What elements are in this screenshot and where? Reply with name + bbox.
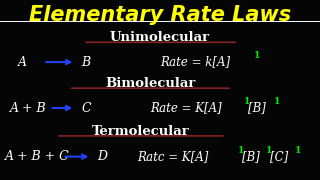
Text: Termolecular: Termolecular xyxy=(92,125,190,138)
Text: 1: 1 xyxy=(254,51,260,60)
Text: A: A xyxy=(18,56,27,69)
Text: [B]: [B] xyxy=(242,150,260,163)
Text: D: D xyxy=(98,150,108,163)
Text: 1: 1 xyxy=(266,146,273,155)
Text: [C]: [C] xyxy=(270,150,289,163)
Text: 1: 1 xyxy=(244,97,250,106)
Text: Rate = K[A]: Rate = K[A] xyxy=(150,102,222,114)
Text: B: B xyxy=(82,56,91,69)
Text: 1: 1 xyxy=(295,146,301,155)
Text: A + B + C: A + B + C xyxy=(5,150,69,163)
Text: C: C xyxy=(82,102,91,114)
Text: 1: 1 xyxy=(274,97,280,106)
Text: Rate = k[A]: Rate = k[A] xyxy=(160,56,230,69)
Text: A + B: A + B xyxy=(10,102,46,114)
Text: Bimolecular: Bimolecular xyxy=(105,77,196,90)
Text: Ratc = K[A]: Ratc = K[A] xyxy=(138,150,209,163)
Text: [B]: [B] xyxy=(248,102,266,114)
Text: Elementary Rate Laws: Elementary Rate Laws xyxy=(29,5,291,25)
Text: Unimolecular: Unimolecular xyxy=(110,31,210,44)
Text: 1: 1 xyxy=(237,146,244,155)
